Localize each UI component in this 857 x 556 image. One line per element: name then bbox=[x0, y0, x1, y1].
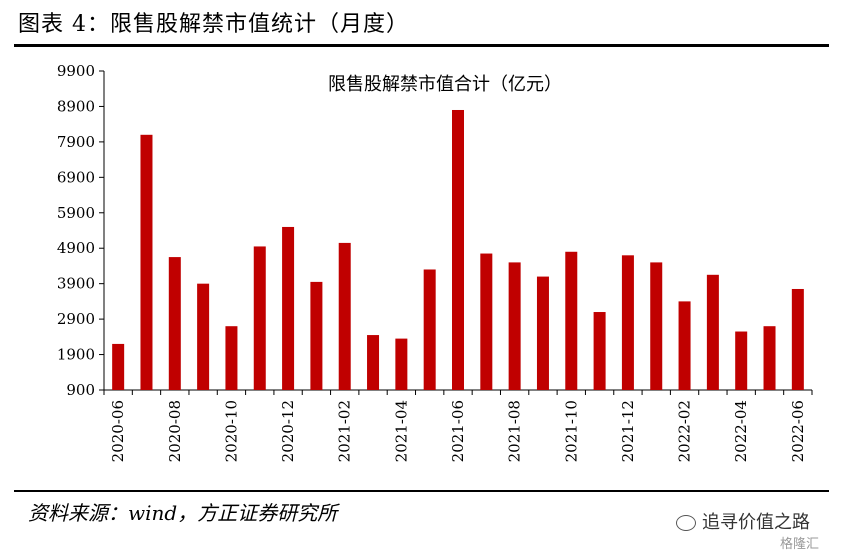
bar-2022-04 bbox=[735, 331, 748, 390]
bar-2020-08 bbox=[168, 257, 181, 390]
y-tick-label: 3900 bbox=[57, 275, 95, 293]
bar-chart: 限售股解禁市值合计（亿元） 900 1900 2900 3900 4900 5900 690… bbox=[57, 62, 813, 462]
x-tick-label: 2021-12 bbox=[619, 400, 637, 462]
x-tick-label: 2021-10 bbox=[562, 400, 580, 462]
bar-2021-10 bbox=[565, 251, 578, 390]
bar-2021-04 bbox=[395, 338, 408, 390]
bar-2020-07 bbox=[140, 134, 153, 390]
x-tick-label: 2022-06 bbox=[789, 400, 807, 462]
x-tick-label: 2021-02 bbox=[336, 400, 354, 462]
wechat-icon bbox=[676, 515, 696, 531]
bar-2020-12 bbox=[282, 226, 295, 390]
y-tick-label: 9900 bbox=[57, 62, 95, 80]
bar-2021-01 bbox=[310, 281, 323, 390]
y-tick-label: 1900 bbox=[57, 346, 95, 364]
bar-2022-01 bbox=[650, 262, 663, 390]
bar-2021-03 bbox=[367, 335, 380, 390]
y-tick-label: 4900 bbox=[57, 239, 95, 257]
bar-2021-09 bbox=[536, 276, 549, 390]
bar-2020-09 bbox=[197, 283, 210, 390]
x-tick-label: 2022-02 bbox=[676, 400, 694, 462]
y-tick-label: 2900 bbox=[57, 310, 95, 328]
x-tick-label: 2021-04 bbox=[392, 400, 410, 462]
x-tick-label: 2022-04 bbox=[732, 400, 750, 462]
chart-title: 限售股解禁市值合计（亿元） bbox=[328, 74, 562, 95]
bar-2021-07 bbox=[480, 253, 493, 390]
bar-2022-05 bbox=[763, 326, 776, 390]
bar-2022-02 bbox=[678, 301, 691, 390]
bar-2020-11 bbox=[253, 246, 266, 390]
bar-2021-02 bbox=[338, 242, 351, 390]
y-tick-label: 5900 bbox=[57, 204, 95, 222]
bar-2020-06 bbox=[112, 343, 125, 390]
x-tick-label: 2020-12 bbox=[279, 400, 297, 462]
x-tick-label: 2020-08 bbox=[166, 400, 184, 462]
figure-title: 图表 4：限售股解禁市值统计（月度） bbox=[18, 12, 409, 37]
bar-2021-08 bbox=[508, 262, 521, 390]
bar-2020-10 bbox=[225, 326, 238, 390]
y-tick-label: 900 bbox=[66, 381, 95, 399]
x-axis: 2020-06 2020-08 2020-10 2020-12 2021-02 2021-… bbox=[103, 389, 813, 462]
bar-2021-11 bbox=[593, 312, 606, 390]
x-tick-label: 2021-06 bbox=[449, 400, 467, 462]
y-axis: 900 1900 2900 3900 4900 5900 6900 7900 8900 9900 bbox=[57, 62, 105, 399]
x-tick-label: 2020-10 bbox=[222, 400, 240, 462]
bottom-rule bbox=[14, 490, 829, 492]
watermark: 追寻价值之路 bbox=[676, 508, 810, 534]
source-note: 资料来源：wind，方正证券研究所 bbox=[28, 501, 338, 525]
x-tick-label: 2020-06 bbox=[109, 400, 127, 462]
top-rule bbox=[14, 44, 829, 47]
bar-series bbox=[112, 109, 804, 390]
watermark-text: 追寻价值之路 bbox=[702, 512, 810, 533]
x-tick-label: 2021-08 bbox=[506, 400, 524, 462]
y-tick-label: 7900 bbox=[57, 133, 95, 151]
bar-2022-03 bbox=[706, 274, 719, 390]
y-tick-label: 6900 bbox=[57, 168, 95, 186]
bar-2021-05 bbox=[423, 269, 436, 390]
bar-2021-06 bbox=[452, 109, 464, 390]
watermark-logo: 格隆汇 bbox=[780, 537, 820, 552]
y-tick-label: 8900 bbox=[57, 97, 95, 115]
bar-2021-12 bbox=[621, 255, 634, 390]
bar-2022-06 bbox=[791, 288, 804, 390]
